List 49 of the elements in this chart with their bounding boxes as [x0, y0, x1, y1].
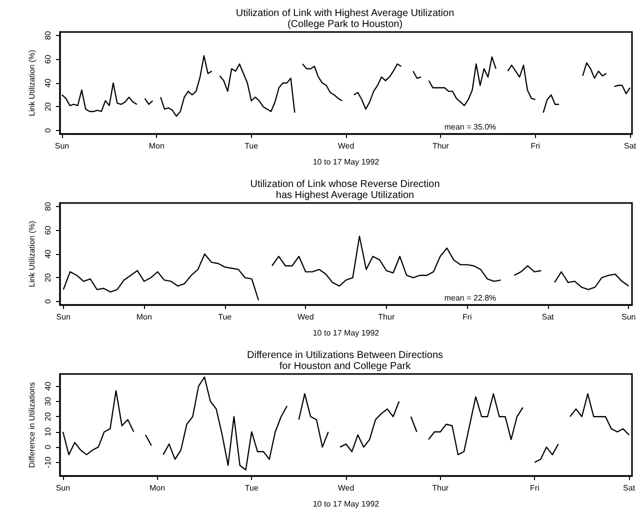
x-tick-label: Tue	[244, 142, 259, 150]
y-axis-title: Difference in Utilizations	[28, 382, 37, 468]
x-tick-label: Tue	[218, 312, 232, 322]
x-tick-label: Sun	[54, 142, 70, 150]
x-tick-label: Sun	[56, 312, 70, 322]
y-tick-label: 60	[44, 225, 52, 235]
x-tick-label: Thur	[378, 312, 395, 322]
y-tick-label: 0	[44, 298, 52, 304]
y-tick-label: 40	[44, 381, 52, 391]
y-tick-label: 30	[44, 396, 52, 406]
y-axis-title: Link Utilization (%)	[28, 50, 37, 116]
y-tick-label: 10	[44, 426, 52, 436]
x-tick-label: Fri	[462, 312, 472, 322]
chart-title: Utilization of Link whose Reverse Direction has Highest Average Utilization	[250, 179, 440, 201]
annotation: mean = 35.0%	[444, 122, 496, 132]
x-tick-label: Wed	[338, 142, 354, 150]
chart-title: Utilization of Link with Highest Average Utilization (College Park to Houston)	[236, 8, 454, 30]
y-tick-label: 80	[44, 202, 52, 212]
y-tick-label: 20	[44, 272, 52, 282]
x-tick-label: Sun	[622, 312, 636, 322]
x-tick-label: Mon	[148, 142, 164, 150]
x-tick-label: Sat	[624, 142, 637, 150]
y-tick-label: 40	[44, 78, 52, 88]
x-tick-label: Sat	[623, 484, 636, 492]
x-tick-label: Sun	[56, 484, 70, 492]
x-tick-label: Mon	[150, 484, 166, 492]
x-tick-label: Mon	[136, 312, 152, 322]
y-axis-title: Link Utilization (%)	[28, 220, 37, 288]
y-tick-label: 60	[44, 54, 52, 64]
y-tick-label: 20	[44, 102, 52, 112]
y-tick-label: 40	[44, 249, 52, 258]
x-tick-label: Thur	[432, 142, 450, 150]
x-tick-label: Wed	[297, 312, 314, 322]
chart-title: Difference in Utilizations Between Directions for Houston and College Park	[246, 350, 444, 372]
x-tick-label: Sat	[542, 312, 555, 322]
x-tick-label: Thur	[432, 484, 449, 492]
y-tick-label: 80	[44, 30, 52, 40]
y-tick-label: 20	[44, 412, 52, 422]
x-axis-title: 10 to 17 May 1992	[312, 158, 380, 166]
x-axis-title: 10 to 17 May 1992	[312, 500, 380, 508]
y-tick-label: 0	[44, 444, 52, 450]
x-tick-label: Fri	[530, 142, 540, 150]
y-tick-label: -10	[44, 456, 52, 468]
y-tick-label: 0	[44, 128, 52, 133]
annotation: mean = 22.8%	[444, 294, 496, 302]
x-tick-label: Fri	[530, 484, 540, 492]
x-tick-label: Wed	[338, 484, 354, 492]
x-tick-label: Tue	[244, 484, 259, 492]
x-axis-title: 10 to 17 May 1992	[312, 328, 380, 338]
